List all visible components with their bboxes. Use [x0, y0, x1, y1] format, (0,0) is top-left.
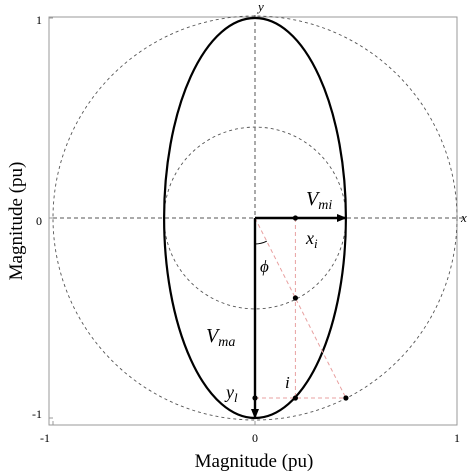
vmi-label-sub: mi [318, 198, 332, 213]
y-tick-label-0: 0 [36, 214, 42, 228]
yl-label-base: y [224, 382, 234, 402]
vmi-label: Vmi [306, 188, 332, 213]
vma-label: Vma [206, 325, 235, 350]
yl-label-sub: l [234, 390, 238, 405]
x-axis-title: Magnitude (pu) [195, 451, 314, 472]
y-tick-label-1: 1 [36, 13, 42, 27]
x-axis-end-label: x [460, 210, 467, 225]
point-xi [292, 215, 298, 221]
point-inner-circle [292, 295, 298, 301]
plot-frame [48, 16, 458, 426]
vma-label-sub: ma [218, 335, 235, 350]
y-tick-label-neg1: -1 [32, 407, 42, 421]
xi-label: xi [305, 228, 318, 251]
x-ticks [52, 421, 458, 425]
point-i [292, 395, 298, 401]
phi-arc [254, 240, 267, 245]
phi-label: ϕ [260, 257, 269, 276]
point-outer-circle [343, 395, 349, 401]
x-tick-label-0: 0 [252, 431, 258, 445]
point-i-label: i [285, 373, 290, 392]
point-yl [252, 395, 258, 401]
construction-diagonal [254, 217, 347, 399]
vmi-label-base: V [306, 188, 321, 210]
yl-label: yl [224, 382, 238, 405]
y-ticks [49, 17, 53, 419]
x-tick-label-neg1: -1 [40, 431, 50, 445]
y-axis-end-label: y [256, 0, 264, 14]
y-axis-title: Magnitude (pu) [6, 162, 27, 281]
xi-label-base: x [305, 228, 314, 248]
outer-circle [52, 15, 458, 421]
xi-label-sub: i [314, 236, 318, 251]
x-tick-label-1: 1 [454, 431, 460, 445]
vma-label-base: V [206, 325, 221, 347]
